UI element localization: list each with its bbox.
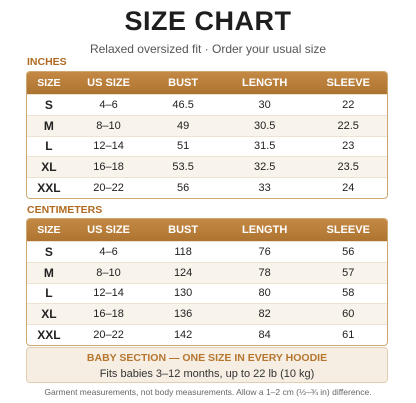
table-cell: M <box>43 265 54 280</box>
table-cell: 8–10 <box>96 266 121 279</box>
section-label: INCHES <box>27 56 67 68</box>
table-row: XL 16–18 53.5 32.5 23.5 <box>27 156 387 178</box>
table-cell: 16–18 <box>93 308 124 321</box>
table-cell: 56 <box>342 245 355 258</box>
header-cell: LENGTH <box>242 224 288 236</box>
table-cell: L <box>45 139 53 154</box>
table-cell: 20–22 <box>93 329 124 342</box>
table-cell: S <box>44 244 53 259</box>
table-cell: S <box>44 97 53 112</box>
table-cell: 4–6 <box>99 245 118 258</box>
baby-heading: BABY SECTION — ONE SIZE IN EVERY HOODIE <box>86 352 328 364</box>
baby-section: BABY SECTION — ONE SIZE IN EVERY HOODIE … <box>26 347 388 383</box>
table-cell: XXL <box>37 328 61 343</box>
table-cell: 30 <box>258 98 271 111</box>
table-row: XXL 20–22 142 84 61 <box>27 324 387 345</box>
table-cell: M <box>43 118 54 133</box>
table-cell: 22.5 <box>337 119 359 132</box>
table-cell: 32.5 <box>253 161 276 174</box>
table-cell: 124 <box>173 266 193 279</box>
table-cell: 84 <box>258 329 271 342</box>
table-cell: 30.5 <box>253 119 276 132</box>
table-cell: 57 <box>342 266 355 279</box>
table-cell: 80 <box>258 287 271 300</box>
header-cell: SIZE <box>37 224 61 236</box>
footnote: Garment measurements, not body measureme… <box>44 387 372 397</box>
header-cell: BUST <box>168 224 199 236</box>
table-cell: 20–22 <box>93 182 124 195</box>
header-cell: US SIZE <box>87 77 130 89</box>
header-cell: SLEEVE <box>326 224 370 236</box>
table-cell: 130 <box>173 287 193 300</box>
table-row: M 8–10 124 78 57 <box>27 261 387 283</box>
table-row: L 12–14 130 80 58 <box>27 282 387 304</box>
table-row: L 12–14 51 31.5 23 <box>27 135 387 157</box>
header-cell: SIZE <box>37 77 61 89</box>
subtitle: Relaxed oversized fit · Order your usual… <box>89 42 327 56</box>
table-cell: XXL <box>37 181 61 196</box>
header-cell: SLEEVE <box>326 77 370 89</box>
table-row: XXL 20–22 56 33 24 <box>27 177 387 198</box>
table-row: S 4–6 46.5 30 22 <box>27 94 387 115</box>
table-cell: 60 <box>342 308 355 321</box>
size-table: SIZE US SIZE BUST LENGTH SLEEVE S 4–6 46.5 30 22 M… <box>26 71 388 199</box>
table-cell: 53.5 <box>172 161 194 174</box>
table-cell: 142 <box>173 329 193 342</box>
table-cell: 61 <box>342 329 355 342</box>
table-cell: 76 <box>258 245 271 258</box>
table-row: M 8–10 49 30.5 22.5 <box>27 114 387 136</box>
header-row: SIZE US SIZE BUST LENGTH SLEEVE <box>27 72 387 94</box>
header-cell: BUST <box>168 77 199 89</box>
section-label: CENTIMETERS <box>27 204 103 216</box>
table-cell: 31.5 <box>253 140 276 153</box>
table-cell: 23.5 <box>337 161 359 174</box>
size-table: SIZE US SIZE BUST LENGTH SLEEVE S 4–6 118 76 56 M 8… <box>26 218 388 346</box>
header-cell: LENGTH <box>242 77 288 89</box>
table-cell: XL <box>41 307 57 322</box>
table-row: S 4–6 118 76 56 <box>27 241 387 262</box>
table-cell: 12–14 <box>93 140 124 153</box>
table-cell: 136 <box>173 308 193 321</box>
table-cell: 46.5 <box>172 98 194 111</box>
table-cell: 33 <box>258 182 271 195</box>
table-cell: 24 <box>342 182 355 195</box>
title: SIZE CHART <box>124 6 292 36</box>
table-cell: 4–6 <box>99 98 118 111</box>
header-cell: US SIZE <box>87 224 130 236</box>
table-cell: 23 <box>342 140 355 153</box>
table-cell: 8–10 <box>96 119 121 132</box>
table-cell: 12–14 <box>93 287 124 300</box>
header-row: SIZE US SIZE BUST LENGTH SLEEVE <box>27 219 387 241</box>
table-cell: 78 <box>258 266 271 279</box>
table-cell: 51 <box>177 140 190 153</box>
table-cell: 82 <box>258 308 271 321</box>
table-cell: L <box>45 286 53 301</box>
table-cell: XL <box>41 160 57 175</box>
table-cell: 49 <box>177 119 190 132</box>
table-cell: 22 <box>342 98 355 111</box>
table-cell: 16–18 <box>93 161 124 174</box>
baby-text: Fits babies 3–12 months, up to 22 lb (10… <box>99 368 315 380</box>
table-row: XL 16–18 136 82 60 <box>27 303 387 325</box>
table-cell: 118 <box>174 245 192 258</box>
table-cell: 58 <box>342 287 355 300</box>
table-cell: 56 <box>177 182 190 195</box>
